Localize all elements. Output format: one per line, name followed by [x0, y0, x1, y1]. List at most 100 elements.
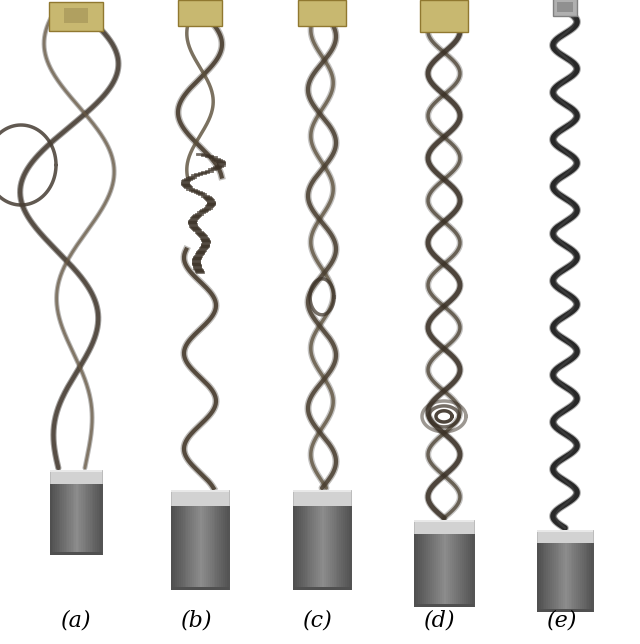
- Bar: [337, 506, 340, 590]
- Bar: [552, 543, 554, 612]
- Bar: [458, 534, 461, 607]
- Bar: [539, 543, 541, 612]
- Bar: [330, 506, 332, 590]
- Bar: [100, 484, 102, 555]
- Bar: [305, 506, 307, 590]
- Bar: [424, 534, 426, 607]
- Bar: [462, 534, 465, 607]
- Bar: [537, 530, 593, 532]
- Bar: [333, 506, 336, 590]
- Bar: [314, 506, 317, 590]
- Bar: [468, 534, 470, 607]
- Bar: [470, 534, 472, 607]
- Bar: [93, 484, 95, 555]
- Bar: [414, 534, 417, 607]
- Bar: [563, 543, 566, 612]
- Bar: [171, 587, 229, 590]
- Bar: [192, 506, 195, 590]
- Bar: [349, 506, 351, 590]
- Bar: [328, 506, 330, 590]
- Bar: [561, 543, 564, 612]
- Bar: [322, 506, 324, 590]
- Bar: [177, 506, 179, 590]
- Bar: [208, 506, 210, 590]
- Bar: [454, 534, 456, 607]
- Bar: [440, 534, 442, 607]
- Bar: [464, 534, 467, 607]
- Bar: [460, 534, 463, 607]
- Bar: [537, 609, 593, 612]
- Bar: [436, 534, 438, 607]
- Bar: [171, 490, 229, 492]
- FancyBboxPatch shape: [178, 0, 222, 26]
- Bar: [227, 506, 230, 590]
- FancyBboxPatch shape: [171, 490, 229, 506]
- Bar: [90, 484, 92, 555]
- Bar: [557, 543, 560, 612]
- Bar: [416, 534, 419, 607]
- FancyBboxPatch shape: [49, 2, 103, 31]
- Bar: [444, 534, 447, 607]
- Bar: [442, 534, 445, 607]
- Bar: [452, 534, 454, 607]
- Bar: [450, 534, 452, 607]
- Bar: [430, 534, 433, 607]
- Bar: [92, 484, 94, 555]
- Bar: [303, 506, 305, 590]
- Bar: [324, 506, 326, 590]
- Bar: [295, 506, 298, 590]
- Bar: [182, 506, 185, 590]
- FancyBboxPatch shape: [64, 8, 88, 23]
- Bar: [220, 506, 222, 590]
- Bar: [57, 484, 59, 555]
- Bar: [200, 506, 202, 590]
- Bar: [171, 506, 173, 590]
- Bar: [547, 543, 548, 612]
- Bar: [588, 543, 590, 612]
- Bar: [179, 506, 181, 590]
- Bar: [578, 543, 580, 612]
- Bar: [77, 484, 80, 555]
- Bar: [565, 543, 568, 612]
- Bar: [72, 484, 75, 555]
- Bar: [438, 534, 440, 607]
- Bar: [422, 534, 424, 607]
- Bar: [320, 506, 323, 590]
- Bar: [95, 484, 97, 555]
- Bar: [310, 506, 313, 590]
- Bar: [332, 506, 334, 590]
- Bar: [414, 604, 474, 607]
- Bar: [428, 534, 431, 607]
- Bar: [543, 543, 545, 612]
- FancyBboxPatch shape: [420, 0, 468, 32]
- Bar: [567, 543, 569, 612]
- Bar: [293, 490, 351, 492]
- Bar: [591, 543, 593, 612]
- Bar: [554, 543, 556, 612]
- Bar: [345, 506, 348, 590]
- Bar: [186, 506, 189, 590]
- Bar: [550, 543, 552, 612]
- Bar: [308, 506, 311, 590]
- Bar: [79, 484, 82, 555]
- Bar: [188, 506, 191, 590]
- Bar: [62, 484, 65, 555]
- Bar: [316, 506, 319, 590]
- Bar: [569, 543, 571, 612]
- Bar: [88, 484, 90, 555]
- Bar: [586, 543, 588, 612]
- Bar: [180, 506, 183, 590]
- Bar: [81, 484, 83, 555]
- Bar: [196, 506, 198, 590]
- Text: (d): (d): [424, 609, 456, 631]
- Bar: [418, 534, 420, 607]
- Bar: [301, 506, 303, 590]
- Bar: [576, 543, 579, 612]
- FancyBboxPatch shape: [50, 470, 102, 484]
- Bar: [225, 506, 228, 590]
- Bar: [52, 484, 54, 555]
- Bar: [432, 534, 435, 607]
- Bar: [55, 484, 58, 555]
- Bar: [190, 506, 193, 590]
- Bar: [293, 506, 296, 590]
